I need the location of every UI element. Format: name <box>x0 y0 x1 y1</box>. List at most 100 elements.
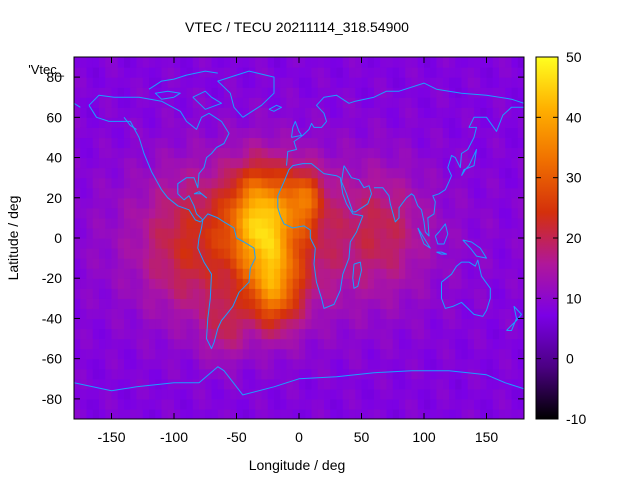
heatmap-cell <box>174 157 181 169</box>
heatmap-cell <box>74 398 81 410</box>
heatmap-cell <box>99 77 106 88</box>
heatmap-cell <box>474 147 481 159</box>
heatmap-cell <box>317 238 325 249</box>
heatmap-cell <box>380 388 388 400</box>
heatmap-cell <box>267 398 275 410</box>
heatmap-cell <box>380 67 388 78</box>
heatmap-cell <box>442 328 450 340</box>
heatmap-cell <box>411 67 419 78</box>
heatmap-cell <box>149 358 156 370</box>
heatmap-cell <box>274 328 281 340</box>
heatmap-cell <box>511 288 519 299</box>
heatmap-cell <box>486 157 494 169</box>
heatmap-cell <box>192 388 200 400</box>
heatmap-cell <box>255 57 263 68</box>
heatmap-cell <box>430 167 438 179</box>
heatmap-cell <box>324 207 331 219</box>
heatmap-cell <box>105 258 113 269</box>
heatmap-cell <box>374 157 381 169</box>
heatmap-cell <box>486 217 494 229</box>
heatmap-cell <box>192 308 200 320</box>
heatmap-cell <box>355 358 363 370</box>
heatmap-cell <box>217 197 225 209</box>
heatmap-cell <box>211 147 219 159</box>
heatmap-cell <box>236 57 244 68</box>
heatmap-cell <box>261 197 269 209</box>
heatmap-cell <box>436 217 444 229</box>
heatmap-cell <box>267 147 275 159</box>
coastline <box>88 94 230 223</box>
heatmap-cell <box>374 328 381 340</box>
heatmap-cell <box>349 238 356 249</box>
heatmap-cell <box>230 358 238 370</box>
heatmap-cell <box>142 57 150 68</box>
heatmap-cell <box>424 147 431 159</box>
heatmap-cell <box>367 147 375 159</box>
heatmap-cell <box>280 207 288 219</box>
y-axis-label: Latitude / deg <box>5 196 21 281</box>
heatmap-cell <box>261 338 269 350</box>
heatmap-cell <box>142 268 150 279</box>
heatmap-cell <box>186 338 194 350</box>
heatmap-cell <box>511 187 519 199</box>
heatmap-cell <box>80 288 88 299</box>
heatmap-cell <box>492 368 500 380</box>
heatmap-cell <box>292 378 300 390</box>
heatmap-cell <box>480 268 488 279</box>
heatmap-cell <box>392 197 400 209</box>
heatmap-cell <box>74 67 81 78</box>
heatmap-cell <box>305 67 313 78</box>
heatmap-cell <box>449 278 456 289</box>
heatmap-cell <box>299 278 306 289</box>
heatmap-cell <box>155 348 163 360</box>
heatmap-cell <box>430 308 438 320</box>
heatmap-cell <box>124 288 131 299</box>
heatmap-cell <box>86 107 94 118</box>
heatmap-cell <box>205 268 213 279</box>
heatmap-cell <box>305 338 313 350</box>
heatmap-cell <box>492 67 500 78</box>
heatmap-cell <box>455 388 463 400</box>
heatmap-cell <box>330 398 338 410</box>
heatmap-cell <box>136 67 144 78</box>
coastline <box>268 104 282 112</box>
heatmap-cell <box>117 77 125 88</box>
heatmap-cell <box>274 408 281 419</box>
heatmap-cell <box>336 147 344 159</box>
heatmap-cell <box>449 378 456 390</box>
heatmap-cell <box>299 388 306 400</box>
heatmap-cell <box>130 248 138 259</box>
x-axis-ticks: -150 -100 -50 0 50 100 150 <box>97 57 498 445</box>
heatmap-cell <box>249 248 256 259</box>
heatmap-cell <box>186 258 194 269</box>
heatmap-cell <box>267 238 275 249</box>
heatmap-cell <box>211 157 219 169</box>
heatmap-cell <box>105 107 113 118</box>
heatmap-cell <box>317 57 325 68</box>
heatmap-cell <box>299 368 306 380</box>
heatmap-cell <box>442 278 450 289</box>
heatmap-cell <box>199 408 206 419</box>
heatmap-cell <box>405 107 413 118</box>
heatmap-cell <box>517 298 524 309</box>
heatmap-cell <box>192 227 200 239</box>
heatmap-cell <box>149 298 156 309</box>
heatmap-cell <box>342 388 350 400</box>
heatmap-cell <box>467 328 475 340</box>
heatmap-cell <box>217 268 225 279</box>
heatmap-cell <box>342 127 350 139</box>
heatmap-cell <box>330 348 338 360</box>
heatmap-cell <box>180 408 188 419</box>
heatmap-cell <box>430 177 438 189</box>
chart-title: VTEC / TECU 20211114_318.54900 <box>185 19 409 35</box>
heatmap-cell <box>205 97 213 108</box>
heatmap-cell <box>517 278 524 289</box>
heatmap-cell <box>199 147 206 159</box>
heatmap-cell <box>442 187 450 199</box>
heatmap-cell <box>199 57 206 68</box>
heatmap-cell <box>292 227 300 239</box>
heatmap-cell <box>130 348 138 360</box>
heatmap-cell <box>136 378 144 390</box>
heatmap-cell <box>286 187 294 199</box>
heatmap-cell <box>292 107 300 118</box>
